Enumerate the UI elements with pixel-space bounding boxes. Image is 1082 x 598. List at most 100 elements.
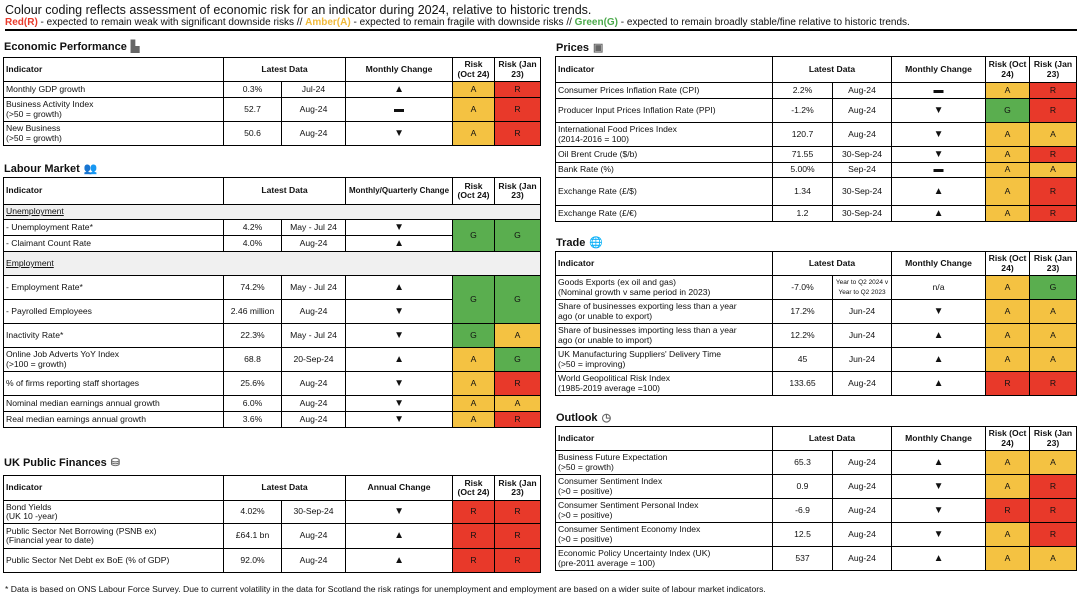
clock-icon: ◷	[601, 412, 612, 424]
table-row: Share of businesses exporting less than …	[555, 299, 1078, 324]
indicator-name: Share of businesses exporting less than …	[558, 301, 737, 311]
banknote-icon: ▣	[593, 42, 604, 54]
change-indicator: ▲	[891, 323, 987, 348]
risk-oct24-badge: A	[985, 546, 1031, 571]
footnote: * Data is based on ONS Labour Force Surv…	[5, 584, 766, 594]
section-title-economic: Economic Performance ▙	[4, 40, 139, 54]
change-indicator: ▲	[345, 81, 454, 98]
indicator-name: Nominal median earnings annual growth	[6, 397, 160, 408]
column-header: Risk (Oct 24)	[985, 56, 1031, 83]
risk-jan23-badge: A	[494, 395, 542, 412]
header-row: Indicator Latest Data Monthly Change Risk (…	[555, 251, 1078, 276]
column-header: Risk (Oct 24)	[985, 426, 1031, 451]
latest-date: 30-Sep-24	[831, 205, 893, 222]
indicator-cell: Oil Brent Crude ($/b)	[555, 146, 773, 163]
risk-oct24-badge: A	[985, 205, 1031, 222]
indicator-name: New Business	[6, 123, 61, 133]
indicator-name: Bond Yields	[6, 501, 52, 512]
section-title-text: Economic Performance	[4, 40, 127, 53]
arrow-up-icon: ▲	[394, 353, 404, 365]
change-indicator: ▼	[345, 371, 454, 396]
indicator-name: Share of businesses importing less than …	[558, 325, 737, 335]
indicator-name: Exchange Rate (£/€)	[558, 207, 637, 218]
latest-date: Aug-24	[831, 98, 893, 123]
change-indicator: ▲	[345, 523, 454, 549]
indicator-name: Online Job Adverts YoY Index	[6, 349, 120, 359]
table-row: World Geopolitical Risk Index (1985-2019 …	[555, 371, 1078, 396]
risk-jan23-badge: A	[1029, 546, 1078, 571]
indicator-name: Exchange Rate (£/$)	[558, 185, 637, 196]
indicator-name: Business Future Expectation	[558, 452, 668, 462]
latest-value: 52.7	[223, 97, 282, 122]
table-row: Oil Brent Crude ($/b) 71.55 30-Sep-24 ▼ A R	[555, 146, 1078, 163]
arrow-up-icon: ▲	[933, 353, 944, 365]
arrow-down-icon: ▼	[394, 305, 404, 317]
latest-value: 537	[772, 546, 833, 571]
arrow-down-icon: ▼	[394, 377, 404, 389]
change-indicator: ▼	[345, 299, 454, 324]
arrow-down-icon: ▼	[933, 528, 944, 540]
column-header: Latest Data	[222, 177, 347, 205]
arrow-down-icon: ▼	[933, 305, 944, 317]
risk-jan23-badge: R	[1029, 146, 1078, 163]
arrow-down-icon: ▼	[394, 413, 404, 425]
table-economic: Indicator Latest Data Monthly Change Risk (…	[3, 57, 542, 146]
indicator-name: Real median earnings annual growth	[6, 413, 146, 424]
arrow-up-icon: ▲	[394, 281, 404, 293]
risk-oct24-badge: A	[985, 450, 1031, 475]
table-labour: Indicator Latest Data Monthly/Quarterly Ch…	[2, 177, 542, 428]
indicator-name: % of firms reporting staff shortages	[6, 377, 140, 388]
change-indicator: ▼	[891, 299, 987, 324]
risk-jan23-badge: R	[1029, 98, 1078, 123]
arrow-up-icon: ▲	[933, 329, 944, 341]
risk-jan23-badge: R	[1029, 371, 1078, 396]
column-header: Monthly Change	[891, 426, 987, 451]
column-header: Latest Data	[771, 251, 893, 276]
risk-jan23-badge: R	[1029, 205, 1078, 222]
flat-dash-icon: ▬	[394, 103, 405, 115]
change-indicator: ▲	[891, 450, 987, 475]
latest-value: £64.1 bn	[223, 523, 282, 549]
arrow-up-icon: ▲	[933, 456, 944, 468]
change-indicator: ▼	[891, 522, 987, 547]
risk-oct24-badge: R	[452, 548, 496, 573]
section-title-text: Prices	[556, 41, 590, 54]
latest-value: 65.3	[772, 450, 833, 475]
risk-jan23-badge: R	[494, 548, 542, 573]
change-indicator: ▼	[345, 219, 454, 236]
change-indicator: ▬	[891, 82, 987, 99]
coins-icon: ⛁	[110, 457, 120, 469]
column-header: Indicator	[555, 251, 773, 276]
column-header: Risk (Jan 23)	[494, 57, 542, 82]
table-row: Bond Yields (UK 10 -year) 4.02% 30-Sep-24 ▼ R…	[3, 500, 542, 524]
column-header: Monthly Change	[345, 57, 454, 82]
indicator-note: (2014-2016 = 100)	[558, 133, 629, 144]
latest-date: Aug-24	[280, 97, 347, 122]
change-indicator: ▲	[891, 371, 987, 396]
indicator-cell: UK Manufacturing Suppliers' Delivery Tim…	[555, 347, 773, 372]
latest-date: Aug-24	[280, 371, 347, 396]
arrow-up-icon: ▲	[394, 554, 404, 566]
indicator-name: Business Activity Index	[6, 99, 94, 109]
section-title-text: Labour Market	[4, 162, 80, 175]
indicator-cell: Share of businesses importing less than …	[555, 323, 773, 348]
legend-amber-label: Amber(A)	[305, 17, 351, 28]
indicator-cell: Exchange Rate (£/$)	[555, 177, 773, 206]
column-header: Latest Data	[222, 57, 347, 82]
latest-date: Aug-24	[280, 235, 347, 252]
arrow-up-icon: ▲	[394, 83, 404, 95]
indicator-note: (pre-2011 average = 100)	[558, 557, 656, 568]
indicator-cell: Business Future Expectation (>50 = growth…	[555, 450, 773, 475]
table-row: Exchange Rate (£/€) 1.2 30-Sep-24 ▲ A R	[555, 205, 1078, 222]
risk-jan23-badge: R	[1029, 522, 1078, 547]
section-title-labour: Labour Market 👥	[4, 162, 98, 176]
indicator-name: Inactivity Rate*	[6, 329, 64, 340]
risk-oct24-badge: A	[452, 81, 496, 98]
risk-oct24-badge: G	[452, 323, 496, 348]
group-row: Unemployment	[2, 204, 542, 220]
risk-oct24-badge: A	[452, 121, 496, 146]
indicator-cell: Public Sector Net Debt ex BoE (% of GDP)	[3, 548, 224, 573]
arrow-up-icon: ▲	[394, 237, 404, 249]
latest-date: Aug-24	[831, 522, 893, 547]
indicator-name: Consumer Sentiment Economy Index	[558, 524, 701, 534]
